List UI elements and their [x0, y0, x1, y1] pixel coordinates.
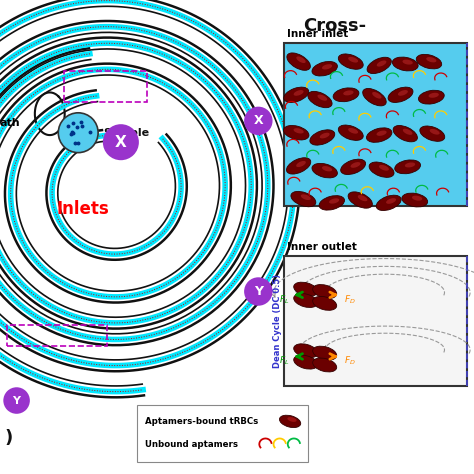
Ellipse shape: [308, 91, 332, 108]
Ellipse shape: [377, 61, 386, 66]
Text: X: X: [115, 135, 127, 150]
Text: ath: ath: [0, 118, 21, 128]
Ellipse shape: [338, 125, 363, 140]
Ellipse shape: [367, 57, 392, 73]
Ellipse shape: [294, 355, 318, 369]
Ellipse shape: [296, 161, 306, 167]
Ellipse shape: [280, 415, 301, 428]
Ellipse shape: [420, 126, 445, 141]
Ellipse shape: [341, 159, 365, 174]
Ellipse shape: [294, 282, 318, 296]
Text: Y: Y: [254, 285, 263, 298]
Ellipse shape: [320, 133, 329, 138]
Ellipse shape: [294, 90, 303, 96]
Ellipse shape: [398, 90, 408, 96]
Ellipse shape: [293, 128, 304, 134]
Text: Sample: Sample: [103, 128, 149, 138]
Ellipse shape: [428, 93, 439, 98]
Ellipse shape: [294, 344, 318, 358]
Ellipse shape: [283, 126, 309, 140]
Ellipse shape: [291, 191, 316, 207]
Ellipse shape: [402, 193, 428, 207]
Ellipse shape: [338, 54, 363, 69]
Bar: [137, 405, 308, 462]
Ellipse shape: [322, 64, 332, 70]
Circle shape: [244, 277, 273, 306]
Ellipse shape: [313, 346, 337, 360]
Bar: [7, 325, 107, 346]
Text: X: X: [254, 114, 263, 128]
Ellipse shape: [310, 130, 335, 145]
Text: Inner outlet: Inner outlet: [287, 242, 356, 252]
Text: Aptamers-bound tRBCs: Aptamers-bound tRBCs: [145, 417, 258, 426]
Ellipse shape: [343, 91, 354, 95]
Ellipse shape: [366, 128, 392, 142]
Text: Inlets: Inlets: [56, 200, 109, 218]
Ellipse shape: [419, 90, 444, 104]
Ellipse shape: [379, 165, 389, 171]
Ellipse shape: [286, 158, 311, 174]
Ellipse shape: [363, 89, 386, 106]
Ellipse shape: [348, 128, 358, 134]
Ellipse shape: [318, 95, 327, 100]
Ellipse shape: [348, 57, 358, 63]
Ellipse shape: [430, 129, 439, 135]
Ellipse shape: [313, 284, 337, 299]
Circle shape: [3, 387, 30, 414]
Ellipse shape: [372, 92, 382, 99]
Ellipse shape: [287, 53, 310, 70]
Ellipse shape: [313, 358, 337, 372]
Ellipse shape: [426, 57, 437, 63]
Ellipse shape: [329, 198, 339, 204]
Ellipse shape: [393, 126, 418, 142]
Ellipse shape: [386, 198, 396, 204]
Ellipse shape: [369, 162, 394, 177]
Circle shape: [103, 124, 139, 160]
Ellipse shape: [287, 417, 297, 422]
Ellipse shape: [351, 162, 360, 168]
Bar: [284, 43, 467, 206]
Ellipse shape: [296, 56, 306, 63]
Ellipse shape: [301, 194, 310, 200]
Text: Unbound aptamers: Unbound aptamers: [145, 440, 237, 448]
Bar: [64, 71, 147, 102]
Ellipse shape: [358, 195, 367, 201]
Circle shape: [58, 113, 98, 153]
Ellipse shape: [319, 196, 345, 210]
Ellipse shape: [376, 130, 387, 136]
Ellipse shape: [402, 60, 413, 64]
Text: $F_L$: $F_L$: [279, 355, 289, 367]
Ellipse shape: [312, 62, 337, 76]
Text: $F_D$: $F_D$: [344, 293, 356, 306]
Text: Dean Cycle (DC 0.5): Dean Cycle (DC 0.5): [273, 274, 282, 368]
Ellipse shape: [313, 296, 337, 310]
Ellipse shape: [412, 196, 422, 201]
Ellipse shape: [322, 166, 332, 172]
Ellipse shape: [376, 195, 401, 210]
Text: ): ): [5, 429, 13, 447]
Ellipse shape: [405, 163, 415, 167]
Text: Y: Y: [13, 395, 20, 406]
Circle shape: [244, 107, 273, 135]
Text: $F_L$: $F_L$: [279, 293, 289, 306]
Ellipse shape: [348, 192, 373, 208]
Text: Cross-: Cross-: [303, 17, 366, 35]
Ellipse shape: [333, 88, 359, 102]
Text: $F_D$: $F_D$: [344, 355, 356, 367]
Ellipse shape: [392, 57, 418, 71]
Ellipse shape: [403, 129, 412, 135]
Ellipse shape: [395, 160, 420, 174]
Ellipse shape: [312, 164, 337, 178]
Text: Inner inlet: Inner inlet: [287, 29, 348, 39]
Ellipse shape: [416, 55, 442, 69]
Ellipse shape: [294, 293, 318, 308]
Ellipse shape: [388, 87, 413, 102]
Ellipse shape: [284, 87, 309, 102]
Bar: [284, 256, 467, 386]
